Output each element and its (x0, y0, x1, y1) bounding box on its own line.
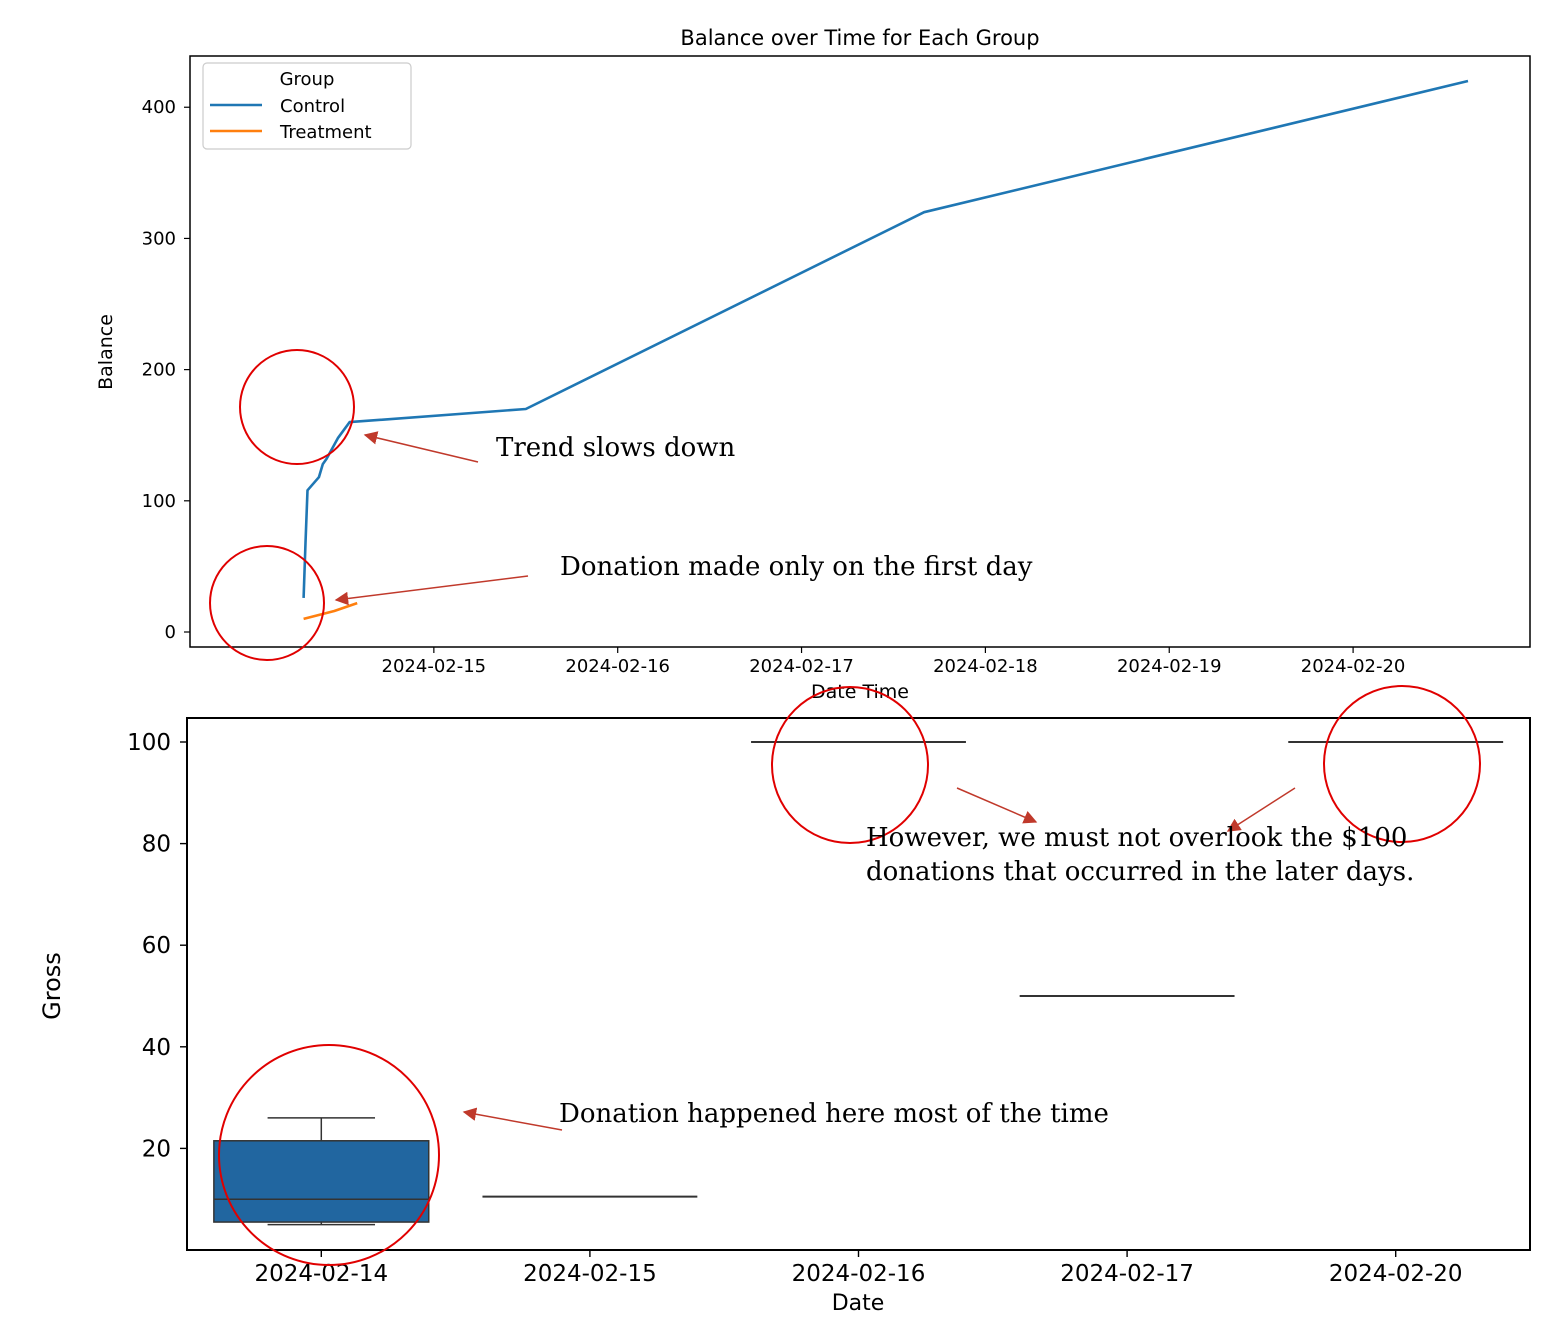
x-axis-label: Date (832, 1291, 885, 1316)
x-tick-label: 2024-02-20 (1329, 1261, 1463, 1287)
y-tick-label: 200 (142, 360, 176, 381)
annotation-text-trend: Trend slows down (496, 433, 736, 463)
x-axis-ticks: 2024-02-15 2024-02-16 2024-02-17 2024-02-18… (382, 647, 1406, 677)
x-tick-label: 2024-02-18 (933, 656, 1038, 677)
series-line-control (302, 79, 1469, 598)
annotation-arrow-trend (363, 431, 479, 463)
x-tick-label: 2024-02-17 (749, 656, 854, 677)
y-tick-label: 40 (142, 1035, 171, 1061)
annotation-circle-first-day (209, 545, 325, 661)
boxes (213, 741, 1504, 1226)
x-tick-label: 2024-02-16 (565, 656, 670, 677)
y-tick-label: 100 (127, 730, 171, 756)
box-2024-02-14 (213, 1117, 430, 1226)
annotation-arrow-day20 (1226, 787, 1296, 832)
series-line-treatment (303, 601, 358, 621)
legend-label-treatment: Treatment (279, 122, 372, 143)
chart-title: Balance over Time for Each Group (680, 26, 1039, 50)
box-body (213, 1140, 430, 1223)
annotation-text-first-day: Donation made only on the first day (560, 552, 1033, 582)
x-axis-label: Date Time (811, 681, 909, 703)
annotation-arrow-day16 (956, 787, 1038, 824)
y-tick-label: 100 (142, 491, 176, 512)
annotation-circle-most-time (218, 1044, 440, 1266)
x-tick-label: 2024-02-15 (382, 656, 487, 677)
y-tick-label: 0 (165, 622, 176, 643)
annotation-circle-trend (239, 349, 355, 465)
legend-title: Group (280, 69, 335, 90)
legend-label-control: Control (280, 96, 345, 117)
y-tick-label: 300 (142, 228, 176, 249)
annotation-circle-day20 (1323, 685, 1481, 843)
annotation-text-most-time: Donation happened here most of the time (559, 1099, 1109, 1129)
y-tick-label: 20 (142, 1136, 171, 1162)
y-tick-label: 60 (142, 933, 171, 959)
annotation-arrow-first-day (334, 575, 529, 606)
annotation-text-later-days-line1: However, we must not overlook the $100 (866, 823, 1407, 853)
x-tick-label: 2024-02-16 (792, 1261, 926, 1287)
balance-line-chart: Balance over Time for Each Group 0 100 200… (95, 26, 1531, 703)
y-tick-label: 400 (142, 97, 176, 118)
y-tick-label: 80 (142, 832, 171, 858)
x-tick-label: 2024-02-19 (1117, 656, 1222, 677)
y-axis-label: Balance (95, 314, 117, 390)
x-tick-label: 2024-02-20 (1301, 656, 1406, 677)
y-axis-ticks: 20 40 60 80 100 (127, 730, 187, 1162)
legend: Group Control Treatment (202, 62, 412, 150)
y-axis-label: Gross (38, 952, 66, 1020)
annotation-circle-day16 (771, 686, 929, 844)
series-lines (302, 79, 1469, 621)
x-axis-ticks: 2024-02-14 2024-02-15 2024-02-16 2024-02-17… (254, 1250, 1463, 1287)
annotation-arrow-most-time (462, 1107, 563, 1131)
x-tick-label: 2024-02-15 (523, 1261, 657, 1287)
legend-box (202, 62, 412, 150)
x-tick-label: 2024-02-17 (1060, 1261, 1194, 1287)
y-axis-ticks: 0 100 200 300 400 (142, 97, 190, 643)
plot-frame (189, 55, 1531, 648)
annotation-text-later-days-line2: donations that occurred in the later day… (866, 857, 1414, 887)
